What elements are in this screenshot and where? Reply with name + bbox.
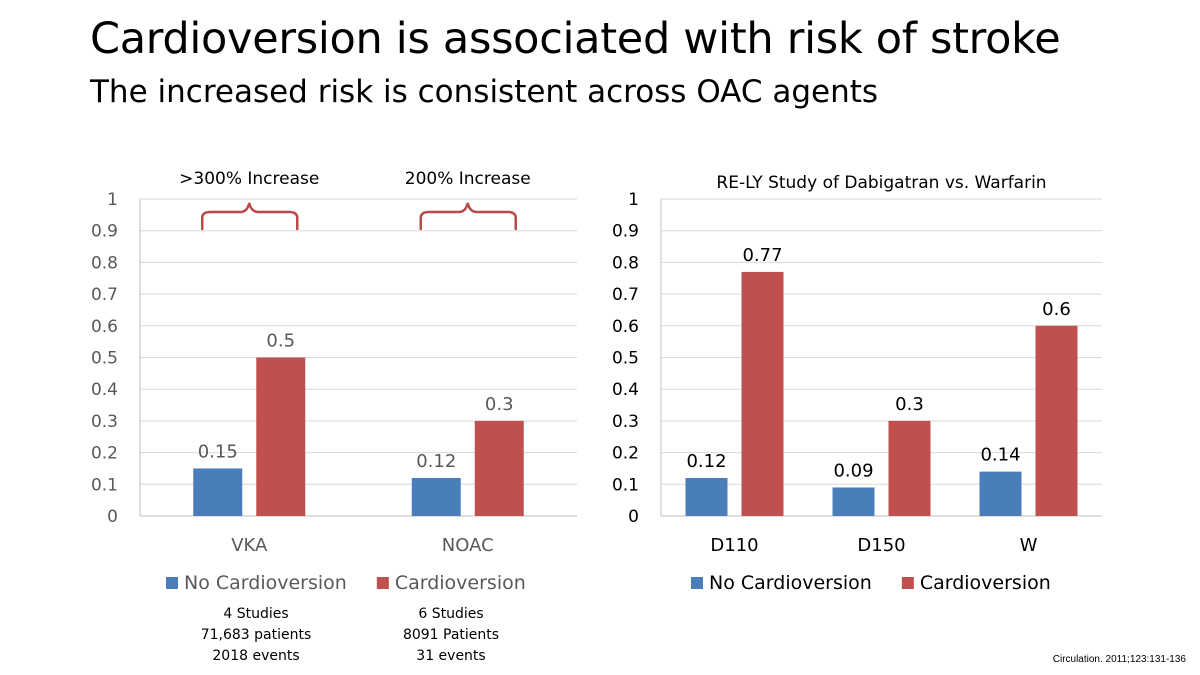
y-tick-label: 0.6 bbox=[612, 317, 639, 337]
bar-cardioversion bbox=[474, 420, 524, 516]
legend-entry: Cardioversion bbox=[395, 572, 526, 594]
y-tick-label: 0.2 bbox=[612, 444, 639, 464]
bar-no-cardioversion bbox=[979, 471, 1022, 516]
data-label: 0.15 bbox=[198, 441, 238, 462]
data-label: 0.5 bbox=[266, 331, 295, 352]
y-tick-label: 0.8 bbox=[612, 253, 639, 273]
chart-title: RE-LY Study of Dabigatran vs. Warfarin bbox=[716, 173, 1046, 193]
y-tick-label: 0.6 bbox=[91, 317, 118, 337]
y-tick-label: 0.3 bbox=[91, 412, 118, 432]
legend-swatch bbox=[901, 577, 914, 589]
annotation-label: >300% Increase bbox=[179, 169, 319, 189]
vka-study-note: 4 Studies 71,683 patients 2018 events bbox=[156, 604, 356, 667]
x-tick-label: D150 bbox=[857, 535, 905, 556]
study-note-line: 8091 Patients bbox=[402, 627, 500, 643]
legend-swatch bbox=[376, 577, 389, 589]
annotation-label: 200% Increase bbox=[405, 169, 531, 189]
brace-icon bbox=[201, 202, 299, 231]
y-tick-label: 0.4 bbox=[612, 380, 639, 400]
x-tick-label: D110 bbox=[710, 535, 758, 556]
bar-cardioversion bbox=[256, 357, 306, 516]
noac-study-note: 6 Studies 8091 Patients 31 events bbox=[351, 604, 551, 667]
citation: Circulation. 2011;123:131-136 bbox=[1052, 654, 1186, 665]
data-label: 0.12 bbox=[686, 451, 726, 472]
bar-no-cardioversion bbox=[411, 477, 461, 516]
y-tick-label: 0.7 bbox=[91, 285, 118, 305]
y-tick-label: 0.3 bbox=[612, 412, 639, 432]
y-tick-label: 0.5 bbox=[91, 349, 118, 369]
legend-swatch bbox=[691, 577, 703, 589]
bar-cardioversion bbox=[741, 271, 784, 516]
y-tick-label: 1 bbox=[107, 190, 118, 210]
data-label: 0.3 bbox=[895, 394, 924, 415]
legend-entry: No Cardioversion bbox=[184, 572, 347, 594]
legend-entry: No Cardioversion bbox=[709, 572, 872, 594]
bar-no-cardioversion bbox=[685, 477, 728, 516]
y-tick-label: 0 bbox=[107, 507, 118, 527]
y-tick-label: 0.1 bbox=[612, 475, 639, 495]
vka-noac-chart: 0 0.1 0.2 0.3 0.4 0.5 0.6 0.7 0.8 0.9 1 VKA 0.15 0.5 N… bbox=[91, 169, 577, 594]
x-tick-label: NOAC bbox=[442, 535, 494, 556]
study-note-line: 4 Studies bbox=[223, 606, 289, 622]
data-label: 0.12 bbox=[416, 451, 456, 472]
y-tick-label: 0.9 bbox=[91, 222, 118, 242]
bar-no-cardioversion bbox=[193, 468, 243, 516]
y-tick-label: 1 bbox=[628, 190, 639, 210]
y-tick-label: 0.2 bbox=[91, 444, 118, 464]
slide-subtitle: The increased risk is consistent across … bbox=[90, 74, 879, 110]
y-tick-label: 0.9 bbox=[612, 222, 639, 242]
bar-no-cardioversion bbox=[832, 487, 875, 516]
slide-title: Cardioversion is associated with risk of… bbox=[90, 14, 1061, 64]
y-tick-label: 0.7 bbox=[612, 285, 639, 305]
data-label: 0.14 bbox=[980, 445, 1020, 466]
y-tick-label: 0.8 bbox=[91, 253, 118, 273]
legend-swatch bbox=[166, 577, 178, 589]
data-label: 0.3 bbox=[485, 394, 514, 415]
data-label: 0.77 bbox=[742, 245, 782, 266]
y-tick-label: 0.4 bbox=[91, 380, 118, 400]
x-tick-label: VKA bbox=[231, 535, 268, 556]
data-label: 0.09 bbox=[833, 460, 873, 481]
legend-entry: Cardioversion bbox=[920, 572, 1051, 594]
study-note-line: 2018 events bbox=[212, 648, 300, 664]
data-label: 0.6 bbox=[1042, 299, 1071, 320]
brace-icon bbox=[419, 202, 517, 231]
y-tick-label: 0.5 bbox=[612, 349, 639, 369]
study-note-line: 31 events bbox=[416, 648, 486, 664]
bar-cardioversion bbox=[1035, 325, 1078, 516]
x-tick-label: W bbox=[1020, 535, 1038, 556]
bar-cardioversion bbox=[888, 420, 931, 516]
study-note-line: 71,683 patients bbox=[200, 627, 312, 643]
y-tick-label: 0 bbox=[628, 507, 639, 527]
study-note-line: 6 Studies bbox=[418, 606, 484, 622]
rely-chart: RE-LY Study of Dabigatran vs. Warfarin 0 0… bbox=[612, 173, 1102, 594]
y-tick-label: 0.1 bbox=[91, 475, 118, 495]
